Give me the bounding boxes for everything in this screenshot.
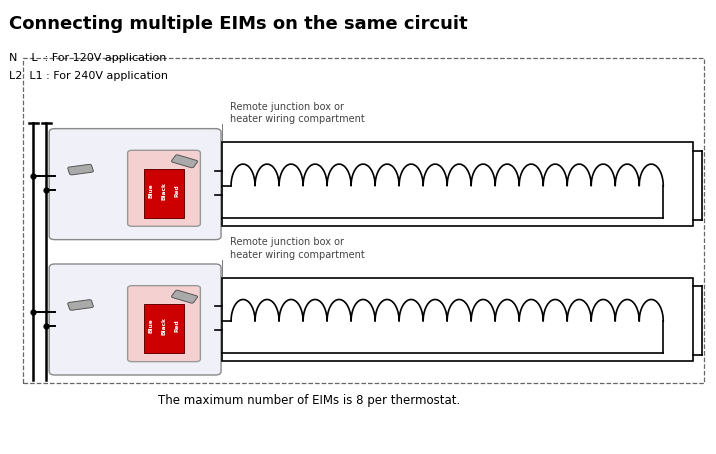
Text: Remote junction box or
heater wiring compartment: Remote junction box or heater wiring com… [230, 237, 364, 260]
FancyBboxPatch shape [127, 286, 200, 362]
Text: The maximum number of EIMs is 8 per thermostat.: The maximum number of EIMs is 8 per ther… [158, 394, 460, 407]
Text: Red: Red [174, 184, 179, 197]
FancyBboxPatch shape [49, 264, 221, 375]
Text: L2  L1 : For 240V application: L2 L1 : For 240V application [9, 71, 168, 81]
Bar [223, 143, 693, 226]
FancyBboxPatch shape [172, 290, 198, 303]
Text: Black: Black [162, 182, 167, 200]
FancyBboxPatch shape [68, 164, 93, 175]
FancyBboxPatch shape [127, 150, 200, 226]
Text: Black: Black [162, 317, 167, 335]
FancyBboxPatch shape [68, 300, 93, 310]
Text: N    L  : For 120V application: N L : For 120V application [9, 53, 166, 63]
Text: Red: Red [174, 320, 179, 332]
Bar [144, 304, 184, 353]
Text: Connecting multiple EIMs on the same circuit: Connecting multiple EIMs on the same cir… [9, 15, 467, 33]
Bar [223, 278, 693, 361]
Text: Blue: Blue [149, 183, 154, 198]
Text: Remote junction box or
heater wiring compartment: Remote junction box or heater wiring com… [230, 102, 364, 124]
FancyBboxPatch shape [49, 128, 221, 240]
Bar [144, 168, 184, 218]
Bar [23, 58, 704, 383]
Text: Blue: Blue [149, 319, 154, 334]
FancyBboxPatch shape [172, 155, 198, 168]
